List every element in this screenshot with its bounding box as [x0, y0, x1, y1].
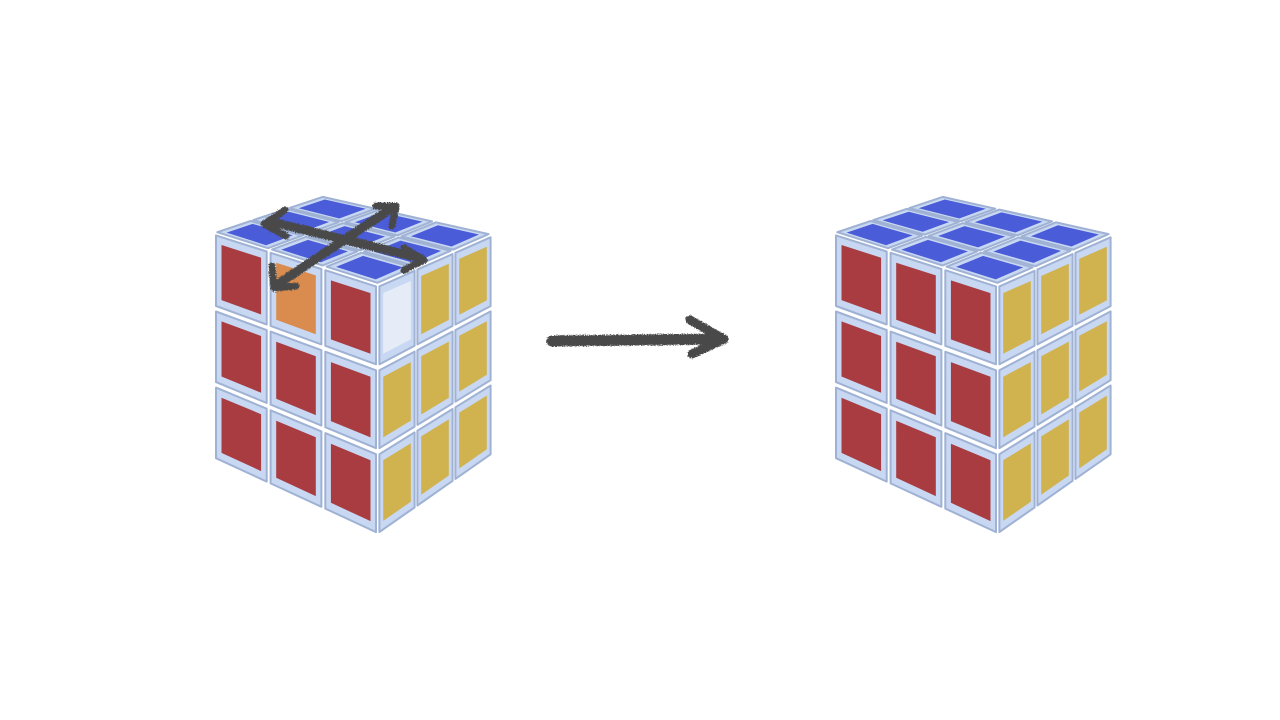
sticker-blue — [918, 199, 986, 219]
sticker-blue — [993, 240, 1062, 263]
sticker-red — [330, 362, 371, 438]
face-right — [378, 236, 492, 533]
sticker-red — [221, 397, 262, 472]
sticker-white — [383, 281, 411, 354]
sticker-blue — [336, 255, 404, 280]
sticker-blue — [974, 212, 1043, 233]
sticker-yellow — [383, 443, 411, 521]
sticker-red — [276, 420, 316, 497]
cube-solved — [835, 195, 1112, 534]
sticker-yellow — [1003, 362, 1031, 438]
face-top — [836, 195, 1110, 284]
sticker-blue — [846, 223, 913, 246]
sticker-blue — [882, 211, 950, 232]
sticker-yellow — [421, 419, 449, 495]
sticker-red — [896, 341, 936, 416]
sticker-red — [330, 443, 371, 522]
sticker-red — [896, 420, 936, 497]
sticker-red — [221, 245, 262, 315]
face-front — [835, 234, 997, 534]
sticker-blue — [956, 255, 1024, 280]
sticker-yellow — [1079, 395, 1107, 469]
sticker-red — [896, 262, 936, 335]
sticker-red — [276, 341, 316, 416]
sticker-red — [950, 443, 991, 522]
sticker-yellow — [459, 321, 487, 392]
sticker-blue — [298, 199, 366, 219]
sticker-red — [950, 280, 991, 354]
sticker-yellow — [1003, 281, 1031, 354]
right-arrow-icon — [546, 315, 729, 359]
sticker-blue — [410, 225, 479, 247]
sticker-blue — [938, 226, 1006, 248]
face-front — [215, 234, 377, 534]
cube-scrambled — [215, 195, 492, 534]
sticker-blue — [226, 223, 293, 246]
swap-arrows-icon — [260, 202, 428, 292]
sticker-red — [330, 280, 371, 354]
sticker-blue — [901, 239, 968, 263]
sticker-red — [841, 397, 882, 472]
sticker-yellow — [1041, 341, 1069, 415]
sticker-yellow — [1079, 246, 1107, 315]
sticker-yellow — [459, 395, 487, 469]
sticker-red — [950, 362, 991, 438]
sticker-blue — [1030, 225, 1099, 247]
sticker-red — [221, 321, 262, 393]
sticker-yellow — [1003, 443, 1031, 521]
sticker-yellow — [459, 246, 487, 315]
sticker-yellow — [1079, 321, 1107, 392]
sticker-yellow — [421, 263, 449, 335]
sticker-yellow — [383, 362, 411, 438]
face-right — [998, 236, 1112, 533]
sticker-yellow — [1041, 419, 1069, 495]
sticker-red — [841, 321, 882, 393]
sticker-red — [841, 245, 882, 315]
sticker-yellow — [1041, 263, 1069, 335]
sticker-blue — [281, 239, 348, 263]
sticker-yellow — [421, 341, 449, 415]
